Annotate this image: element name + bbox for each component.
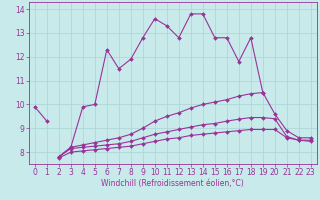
X-axis label: Windchill (Refroidissement éolien,°C): Windchill (Refroidissement éolien,°C)	[101, 179, 244, 188]
